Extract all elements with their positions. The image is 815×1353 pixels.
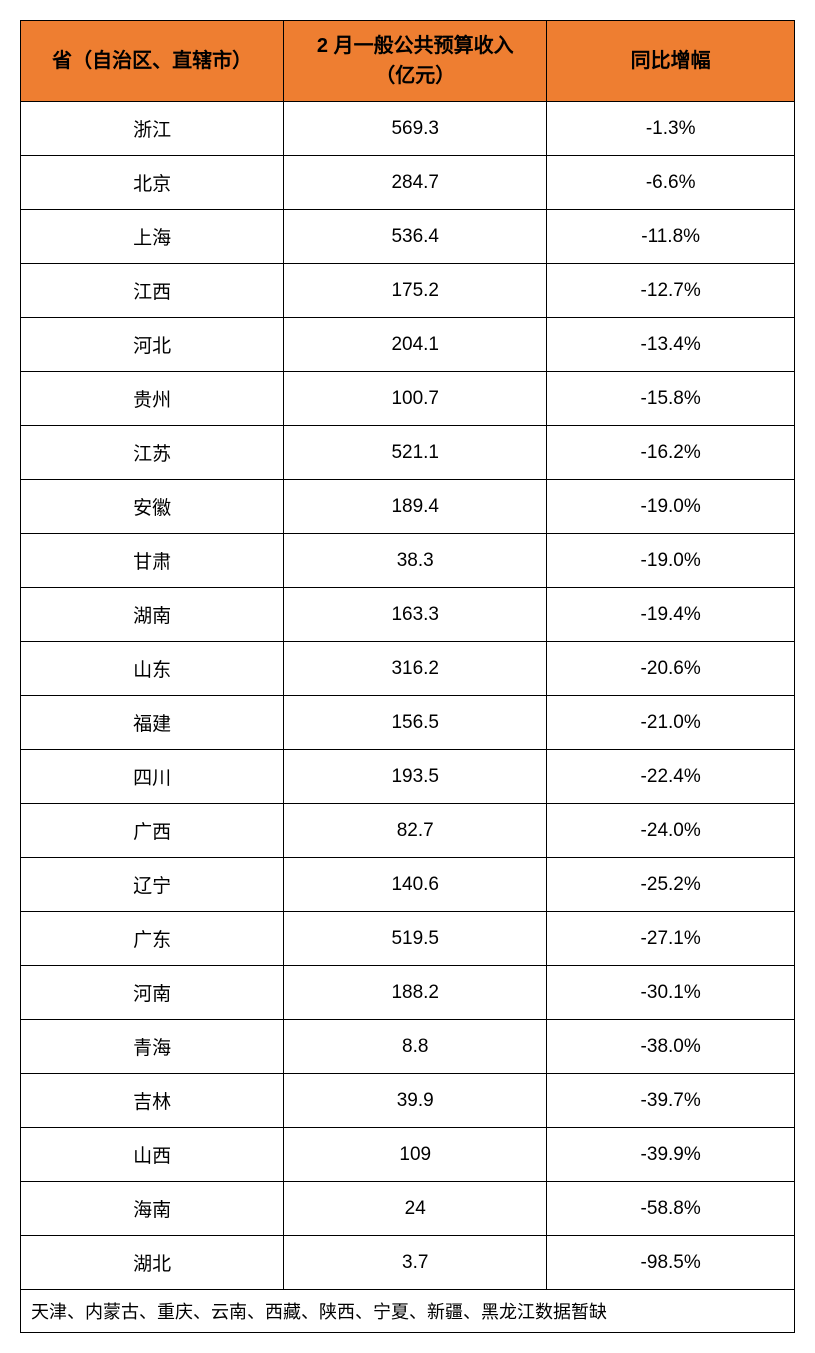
table-row: 江苏521.1-16.2% [21,426,795,480]
cell-yoy: -19.0% [547,534,795,588]
cell-yoy: -20.6% [547,642,795,696]
cell-province: 湖北 [21,1236,284,1290]
cell-province: 山东 [21,642,284,696]
table-row: 安徽189.4-19.0% [21,480,795,534]
cell-yoy: -15.8% [547,372,795,426]
cell-revenue: 140.6 [284,858,547,912]
cell-province: 广东 [21,912,284,966]
cell-yoy: -39.7% [547,1074,795,1128]
cell-yoy: -30.1% [547,966,795,1020]
col-header-revenue: 2 月一般公共预算收入 （亿元） [284,21,547,102]
cell-province: 湖南 [21,588,284,642]
cell-revenue: 163.3 [284,588,547,642]
cell-province: 海南 [21,1182,284,1236]
table-row: 山东316.2-20.6% [21,642,795,696]
cell-yoy: -38.0% [547,1020,795,1074]
table-row: 四川193.5-22.4% [21,750,795,804]
cell-province: 北京 [21,156,284,210]
cell-revenue: 82.7 [284,804,547,858]
cell-province: 上海 [21,210,284,264]
cell-revenue: 316.2 [284,642,547,696]
cell-yoy: -6.6% [547,156,795,210]
cell-revenue: 3.7 [284,1236,547,1290]
cell-province: 甘肃 [21,534,284,588]
cell-yoy: -98.5% [547,1236,795,1290]
cell-revenue: 188.2 [284,966,547,1020]
table-row: 湖北3.7-98.5% [21,1236,795,1290]
cell-province: 广西 [21,804,284,858]
table-row: 浙江569.3-1.3% [21,102,795,156]
cell-revenue: 38.3 [284,534,547,588]
cell-province: 贵州 [21,372,284,426]
cell-revenue: 100.7 [284,372,547,426]
cell-province: 安徽 [21,480,284,534]
cell-province: 浙江 [21,102,284,156]
cell-yoy: -58.8% [547,1182,795,1236]
cell-yoy: -13.4% [547,318,795,372]
table-row: 辽宁140.6-25.2% [21,858,795,912]
cell-revenue: 569.3 [284,102,547,156]
cell-yoy: -12.7% [547,264,795,318]
cell-province: 山西 [21,1128,284,1182]
cell-province: 辽宁 [21,858,284,912]
table-row: 福建156.5-21.0% [21,696,795,750]
cell-revenue: 109 [284,1128,547,1182]
cell-revenue: 284.7 [284,156,547,210]
cell-yoy: -25.2% [547,858,795,912]
cell-revenue: 156.5 [284,696,547,750]
cell-revenue: 24 [284,1182,547,1236]
cell-yoy: -21.0% [547,696,795,750]
cell-yoy: -11.8% [547,210,795,264]
cell-yoy: -39.9% [547,1128,795,1182]
cell-yoy: -24.0% [547,804,795,858]
table-row: 河北204.1-13.4% [21,318,795,372]
cell-province: 河北 [21,318,284,372]
cell-province: 河南 [21,966,284,1020]
table-row: 北京284.7-6.6% [21,156,795,210]
table-row: 河南188.2-30.1% [21,966,795,1020]
table-row: 海南24-58.8% [21,1182,795,1236]
table-row: 江西175.2-12.7% [21,264,795,318]
cell-yoy: -19.4% [547,588,795,642]
table-row: 甘肃38.3-19.0% [21,534,795,588]
table-row: 贵州100.7-15.8% [21,372,795,426]
table-header: 省（自治区、直辖市） 2 月一般公共预算收入 （亿元） 同比增幅 [21,21,795,102]
cell-revenue: 193.5 [284,750,547,804]
cell-province: 江苏 [21,426,284,480]
cell-yoy: -1.3% [547,102,795,156]
table-row: 青海8.8-38.0% [21,1020,795,1074]
revenue-table: 省（自治区、直辖市） 2 月一般公共预算收入 （亿元） 同比增幅 浙江569.3… [20,20,795,1333]
cell-revenue: 39.9 [284,1074,547,1128]
table-row: 山西109-39.9% [21,1128,795,1182]
cell-revenue: 189.4 [284,480,547,534]
footer-note: 天津、内蒙古、重庆、云南、西藏、陕西、宁夏、新疆、黑龙江数据暂缺 [21,1290,795,1333]
cell-revenue: 175.2 [284,264,547,318]
cell-province: 四川 [21,750,284,804]
cell-province: 江西 [21,264,284,318]
cell-yoy: -27.1% [547,912,795,966]
cell-yoy: -22.4% [547,750,795,804]
table-row: 广东519.5-27.1% [21,912,795,966]
cell-revenue: 519.5 [284,912,547,966]
table-row: 湖南163.3-19.4% [21,588,795,642]
col-header-yoy: 同比增幅 [547,21,795,102]
cell-yoy: -19.0% [547,480,795,534]
cell-province: 福建 [21,696,284,750]
table-row: 广西82.7-24.0% [21,804,795,858]
cell-yoy: -16.2% [547,426,795,480]
table-row: 吉林39.9-39.7% [21,1074,795,1128]
cell-revenue: 536.4 [284,210,547,264]
cell-province: 吉林 [21,1074,284,1128]
table-row: 上海536.4-11.8% [21,210,795,264]
col-header-province: 省（自治区、直辖市） [21,21,284,102]
cell-province: 青海 [21,1020,284,1074]
cell-revenue: 8.8 [284,1020,547,1074]
cell-revenue: 204.1 [284,318,547,372]
table-body: 浙江569.3-1.3%北京284.7-6.6%上海536.4-11.8%江西1… [21,102,795,1290]
cell-revenue: 521.1 [284,426,547,480]
